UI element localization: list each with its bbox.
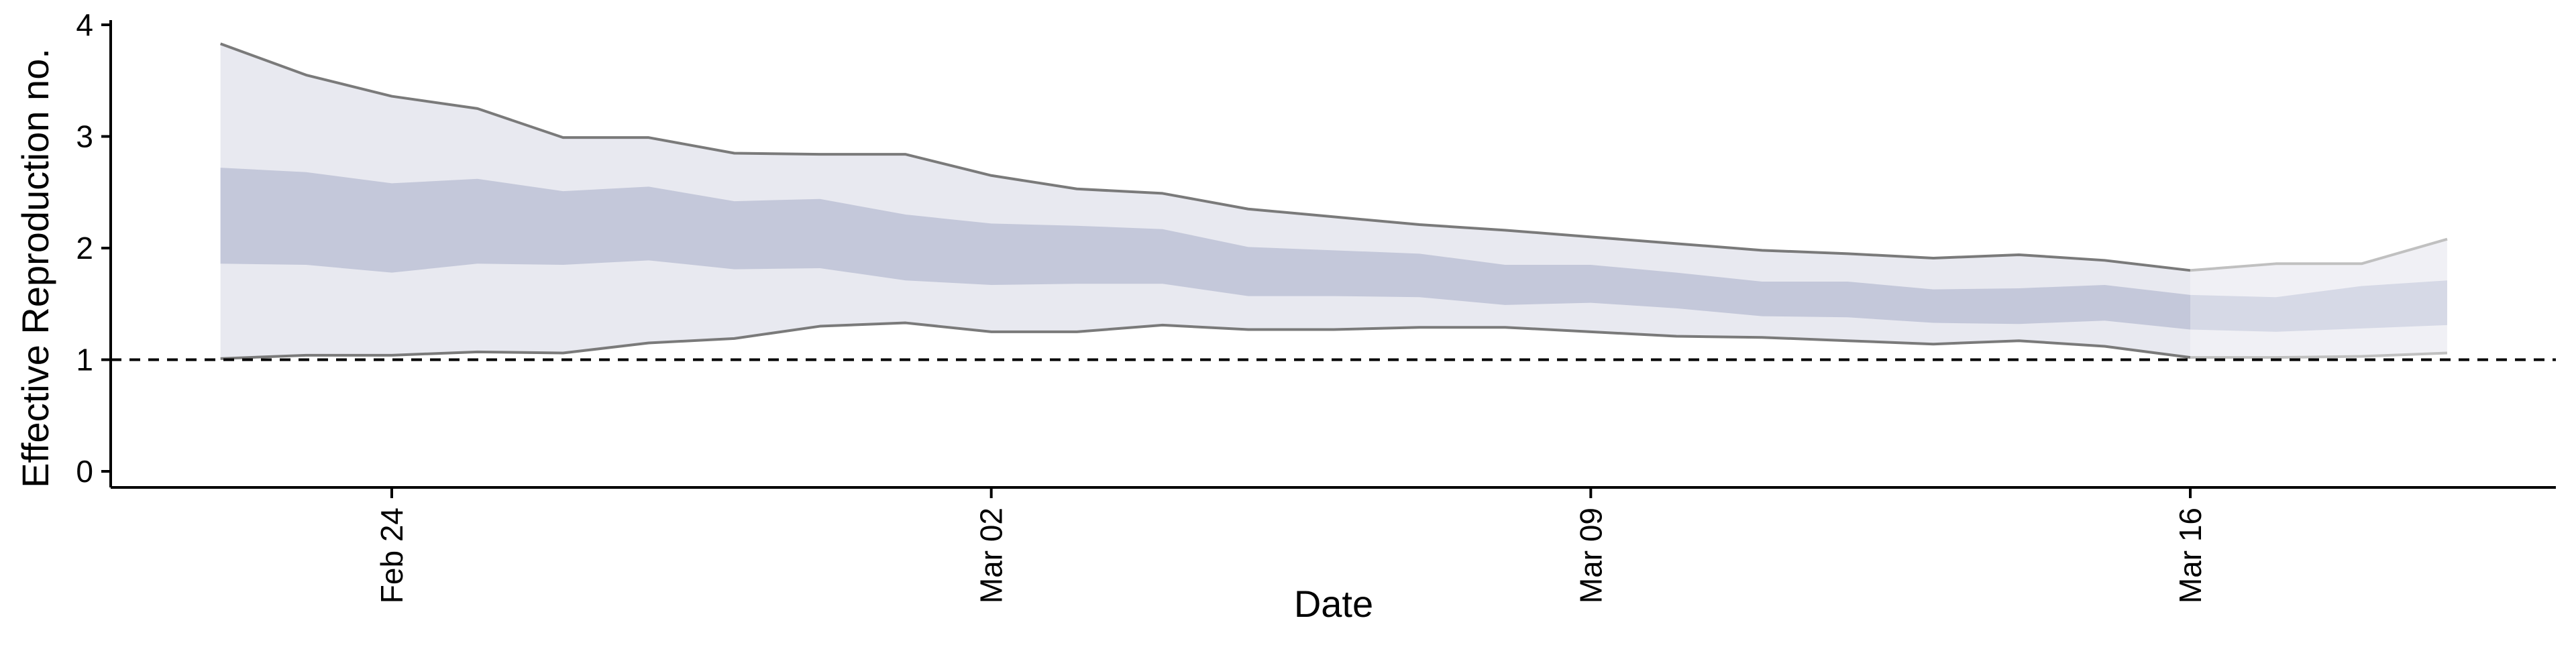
- x-tick-label-mar-02: Mar 02: [974, 508, 1009, 603]
- x-tick-label-mar-16: Mar 16: [2173, 508, 2208, 603]
- upper-bound-line-recent: [2190, 237, 2448, 272]
- bound-lines-layer: [219, 42, 2448, 360]
- lower-bound-line: [220, 321, 2191, 360]
- x-tick-label-feb-24: Feb 24: [374, 508, 409, 603]
- x-axis-title: Date: [1294, 583, 1373, 625]
- y-tick-label-2: 2: [76, 231, 93, 266]
- y-tick-label-3: 3: [76, 119, 93, 154]
- y-tick-label-0: 0: [76, 454, 93, 489]
- y-tick-label-1: 1: [76, 343, 93, 377]
- x-axis-ticks: Feb 24 Mar 02 Mar 09 Mar 16: [374, 487, 2208, 603]
- lower-bound-line-recent: [2190, 351, 2448, 359]
- bands-layer: [220, 44, 2447, 359]
- y-tick-label-4: 4: [76, 7, 93, 42]
- inner-credible-band: [220, 168, 2190, 330]
- inner-credible-band-recent: [2190, 280, 2447, 332]
- y-axis-title: Effective Reproduction no.: [14, 48, 56, 488]
- x-tick-label-mar-09: Mar 09: [1573, 508, 1608, 603]
- y-axis-ticks: 0 1 2 3 4: [76, 7, 111, 489]
- upper-bound-line: [219, 42, 2191, 272]
